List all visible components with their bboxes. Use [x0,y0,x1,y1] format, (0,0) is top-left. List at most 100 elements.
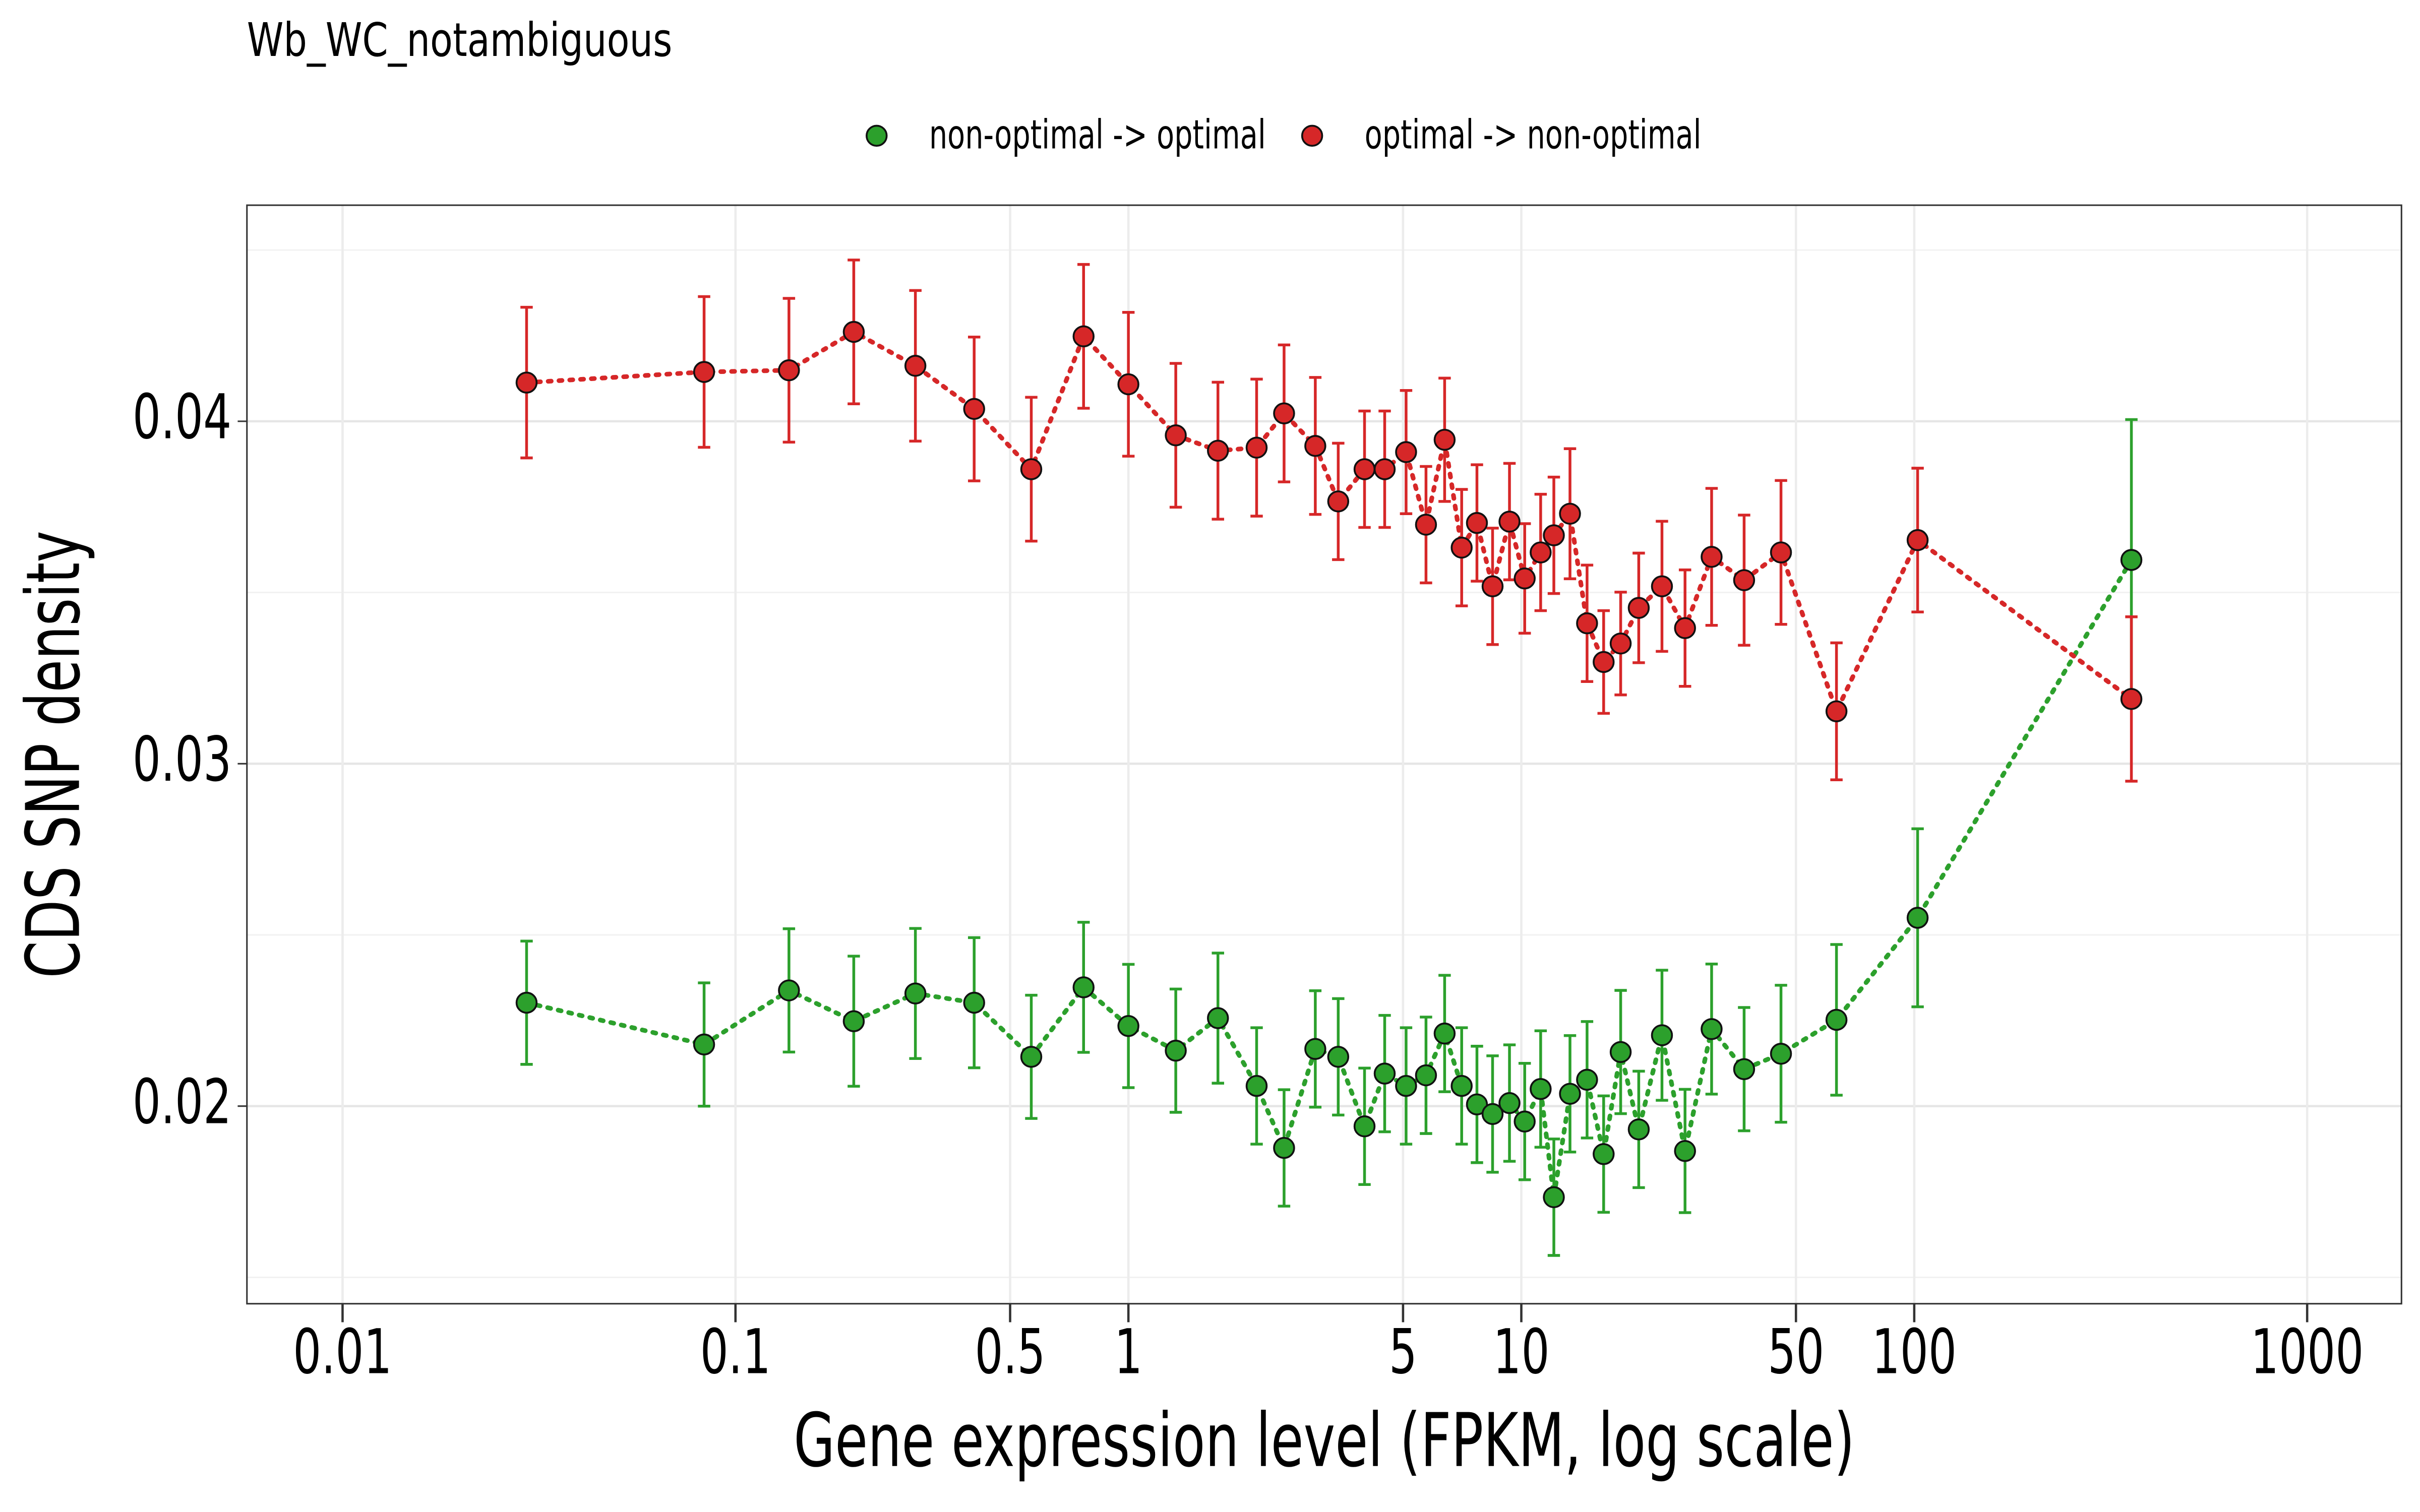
point [1627,597,1650,619]
point [1609,633,1632,655]
x-tick-label: 0.1 [700,1316,771,1388]
point [1733,1058,1756,1081]
point [1530,1078,1552,1100]
point [1651,575,1673,598]
point [904,355,927,377]
point [1498,511,1521,533]
point [778,359,800,382]
point [1770,1043,1792,1065]
point [1674,1140,1696,1162]
point [1466,512,1488,534]
point [1117,373,1139,396]
point [1433,1022,1456,1045]
point [963,398,985,420]
point [693,361,715,383]
y-axis-title: CDS SNP density [11,531,97,978]
point [1072,325,1095,348]
x-tick-label: 100 [1872,1316,1957,1388]
point [778,979,800,1001]
point [1245,1075,1268,1097]
point [1559,502,1581,525]
point [1207,1007,1229,1029]
point [1207,439,1229,462]
point [1481,575,1504,598]
point [1543,1186,1565,1209]
point [1373,458,1396,480]
x-tick-label: 50 [1768,1316,1824,1388]
point [1373,1062,1396,1085]
point [1498,1092,1521,1114]
point [1576,612,1598,635]
point [1395,1075,1417,1097]
x-tick-label: 0.01 [293,1316,392,1388]
point [1906,529,1929,551]
point [904,982,927,1004]
legend-marker [1301,124,1323,147]
point [1481,1103,1504,1125]
point [1304,1038,1326,1060]
point [1733,569,1756,591]
point [1770,541,1792,563]
point [1906,907,1929,929]
point [1825,700,1848,723]
point [842,321,865,343]
point [1609,1041,1632,1063]
point [515,371,538,394]
point [1273,1137,1295,1159]
point [1593,1143,1615,1165]
point [963,991,985,1014]
point [1701,546,1723,568]
x-tick-label: 1 [1114,1316,1142,1388]
plot-frame [246,204,2402,1305]
axes: 0.02 0.03 0.04 0.01 0.1 0.5 1 5 10 50 100 1000 [133,382,2364,1388]
point [2120,549,2143,571]
point [1530,541,1552,563]
point [515,991,538,1014]
point [1576,1068,1598,1091]
point [1466,1093,1488,1116]
x-axis-title: Gene expression level (FPKM, log scale) [794,1398,1855,1484]
point [1273,402,1295,424]
point [1245,436,1268,459]
point [1395,441,1417,463]
point [1304,435,1326,457]
x-tick-label: 5 [1389,1316,1417,1388]
point [1165,1039,1187,1062]
point [2120,688,2143,710]
point [1627,1118,1650,1141]
legend-label: optimal -> non-optimal [1365,112,1702,158]
point [1674,617,1696,639]
y-tick-label: 0.02 [133,1066,231,1138]
point [1450,536,1473,559]
point [1651,1024,1673,1046]
point [1353,458,1376,480]
y-tick-label: 0.03 [133,724,231,795]
point [1353,1115,1376,1138]
point [1593,651,1615,673]
x-tick-label: 10 [1493,1316,1549,1388]
marks [515,259,2143,1257]
legend-label: non-optimal -> optimal [929,112,1266,158]
point [1514,567,1536,590]
legend-marker [866,124,888,147]
chart-title: Wb_WC_notambiguous [247,13,673,67]
point [1415,1064,1437,1087]
point [1165,424,1187,447]
series-line [524,329,2134,718]
point [1450,1075,1473,1097]
point [1327,490,1350,513]
point [1559,1083,1581,1105]
point [1117,1015,1139,1037]
x-tick-label: 0.5 [975,1316,1045,1388]
series-line [524,557,2134,1198]
point [693,1033,715,1056]
legend: non-optimal -> optimal optimal -> non-opt… [866,112,1702,158]
point [1433,428,1456,451]
point [1415,514,1437,536]
point [1701,1018,1723,1040]
point [842,1010,865,1032]
x-tick-label: 1000 [2251,1316,2364,1388]
point [1020,458,1043,480]
